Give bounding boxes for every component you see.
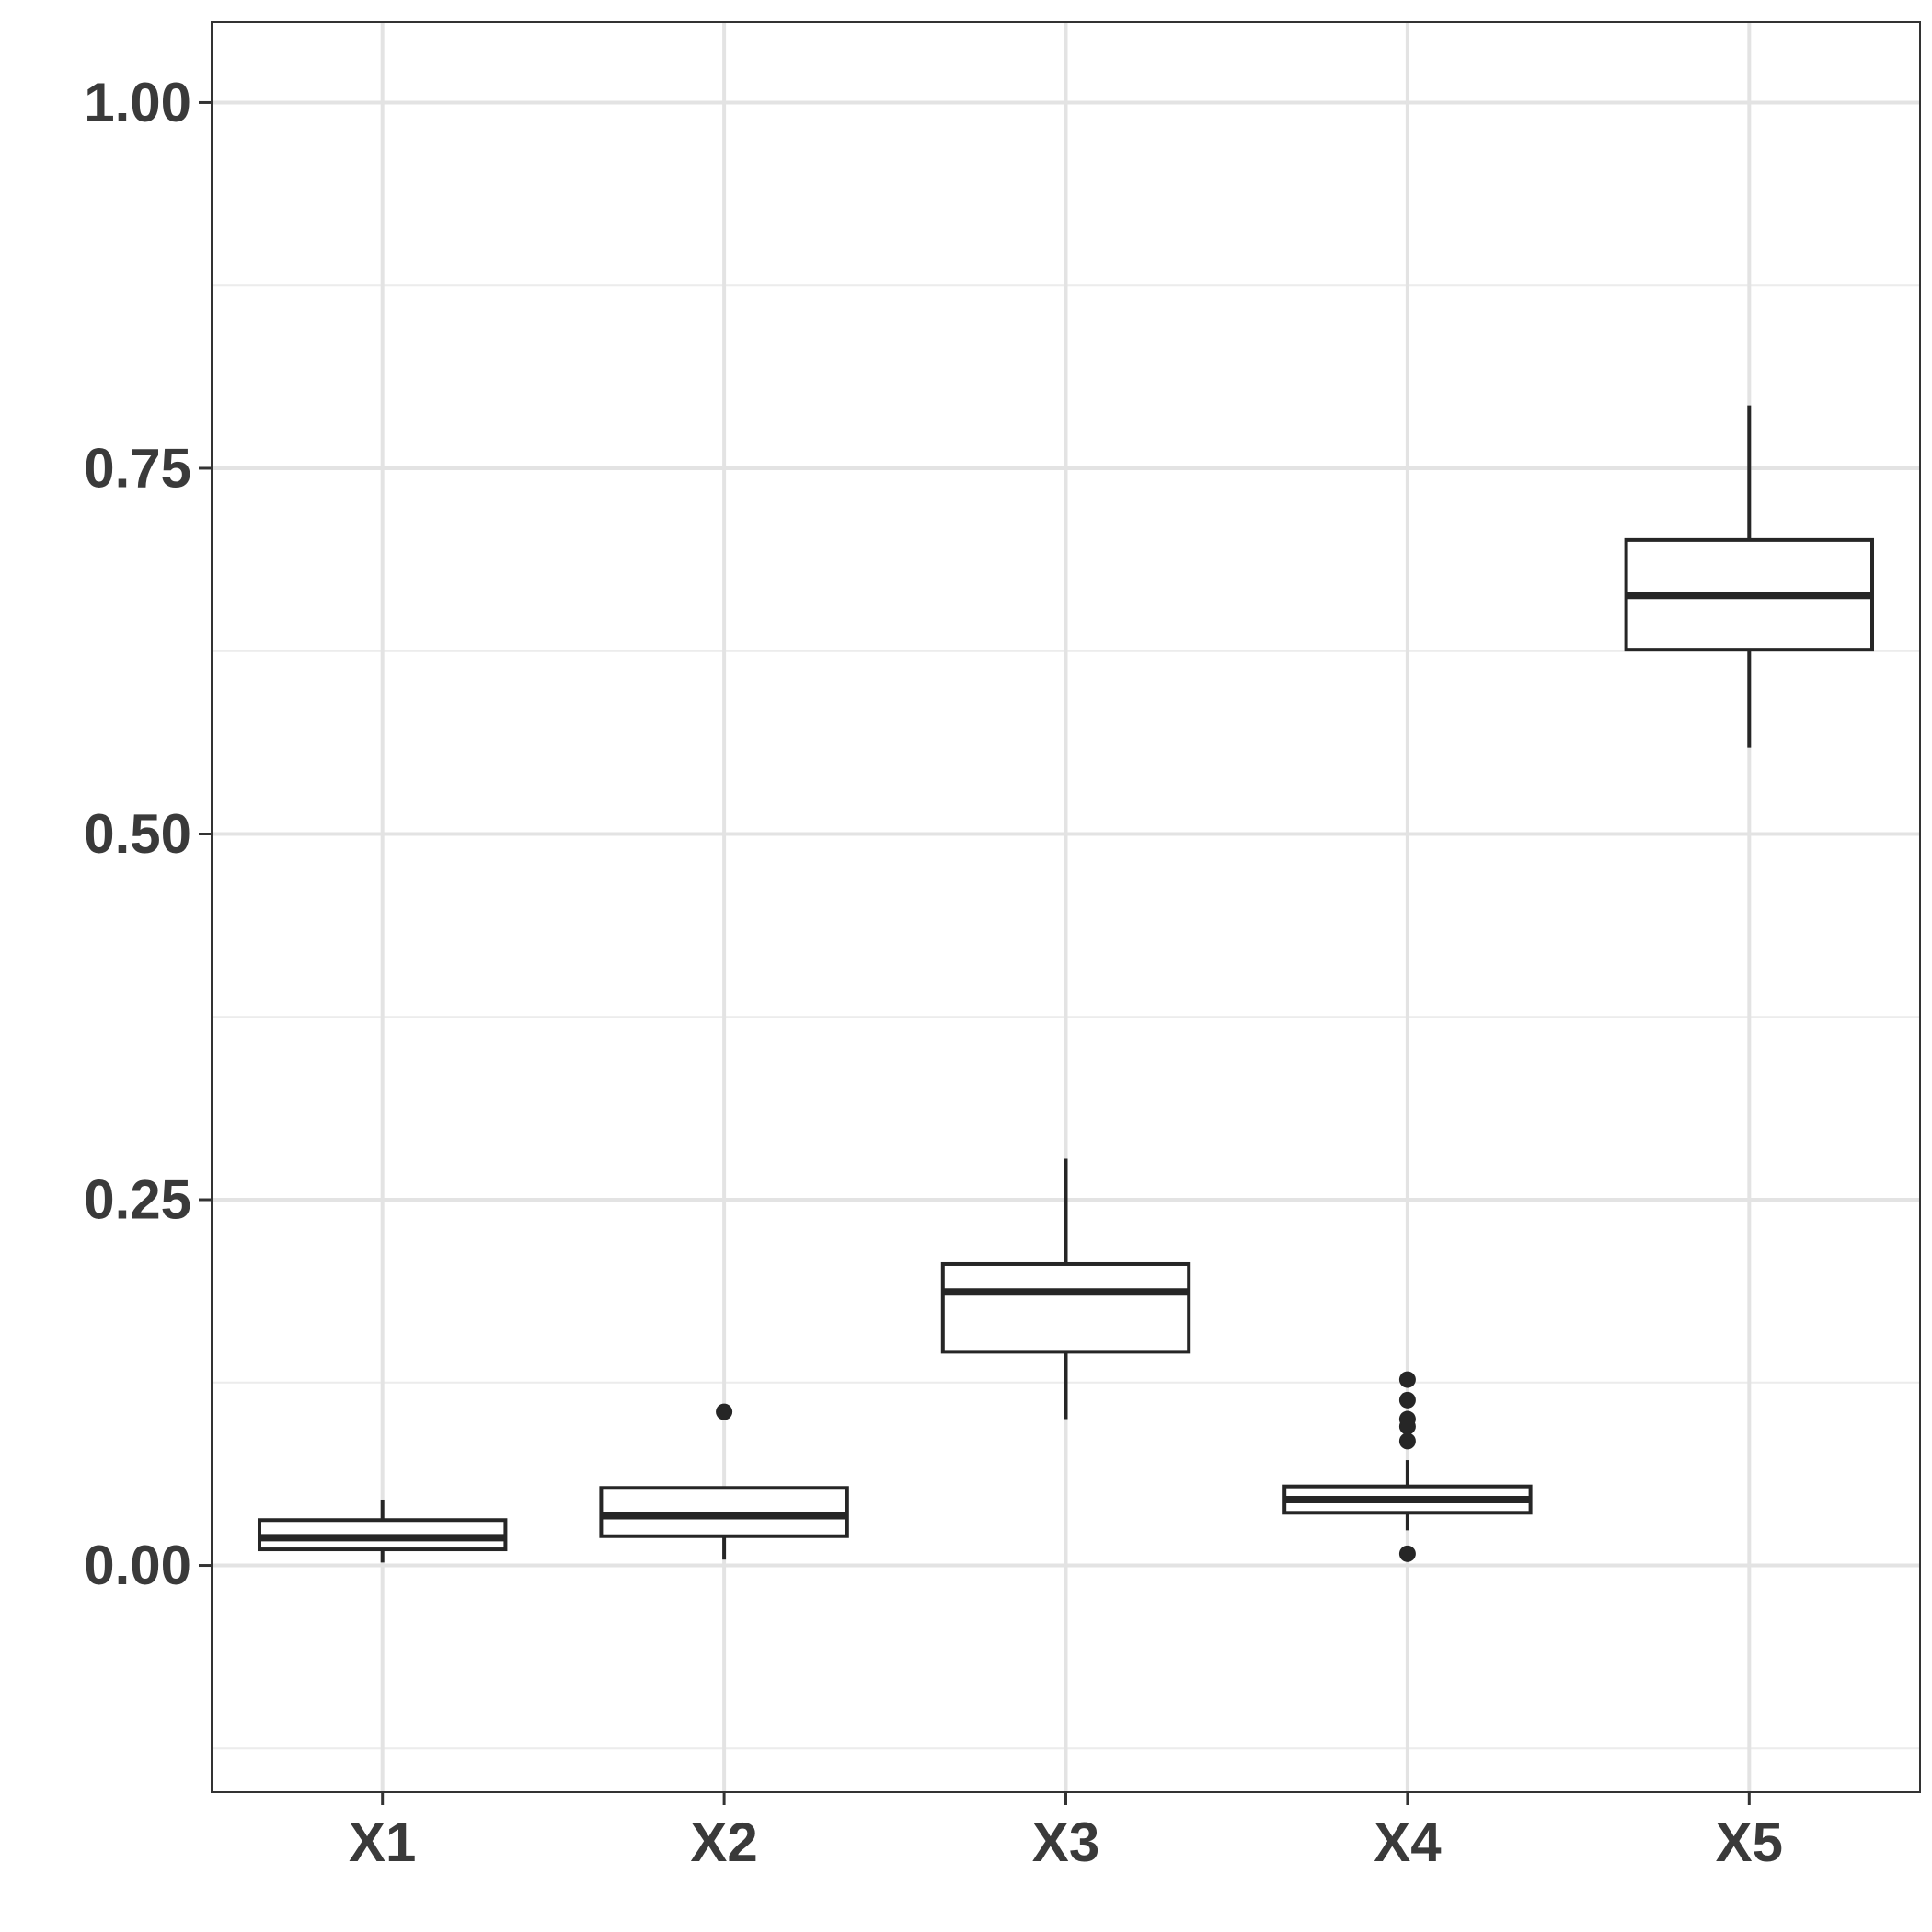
box-x2 xyxy=(599,1403,849,1560)
y-tick-label: 0.25 xyxy=(84,1169,191,1231)
x-axis: X1 X2 X3 X4 X5 xyxy=(349,1792,1783,1873)
box-series xyxy=(257,405,1875,1563)
box-x5 xyxy=(1624,405,1875,748)
outlier-point xyxy=(1398,1371,1416,1388)
x-tick-label: X2 xyxy=(690,1811,757,1873)
box-x3 xyxy=(940,1158,1191,1420)
outlier-point xyxy=(1398,1410,1416,1428)
y-tick-label: 0.50 xyxy=(84,803,191,865)
y-axis: 0.00 0.25 0.50 0.75 1.00 xyxy=(84,72,212,1596)
outlier-point xyxy=(1398,1545,1416,1562)
x-tick-label: X1 xyxy=(349,1811,416,1873)
iqr-box xyxy=(940,1261,1191,1354)
y-tick-label: 1.00 xyxy=(84,72,191,133)
x-tick-label: X4 xyxy=(1374,1811,1442,1873)
outlier-point xyxy=(1398,1432,1416,1450)
x-tick-label: X5 xyxy=(1716,1811,1783,1873)
y-tick-label: 0.00 xyxy=(84,1535,191,1596)
outlier-point xyxy=(1398,1391,1416,1409)
outlier-point xyxy=(716,1403,733,1420)
y-tick-label: 0.75 xyxy=(84,437,191,499)
box-x1 xyxy=(257,1499,508,1563)
box-x4 xyxy=(1282,1371,1533,1562)
x-tick-label: X3 xyxy=(1032,1811,1099,1873)
